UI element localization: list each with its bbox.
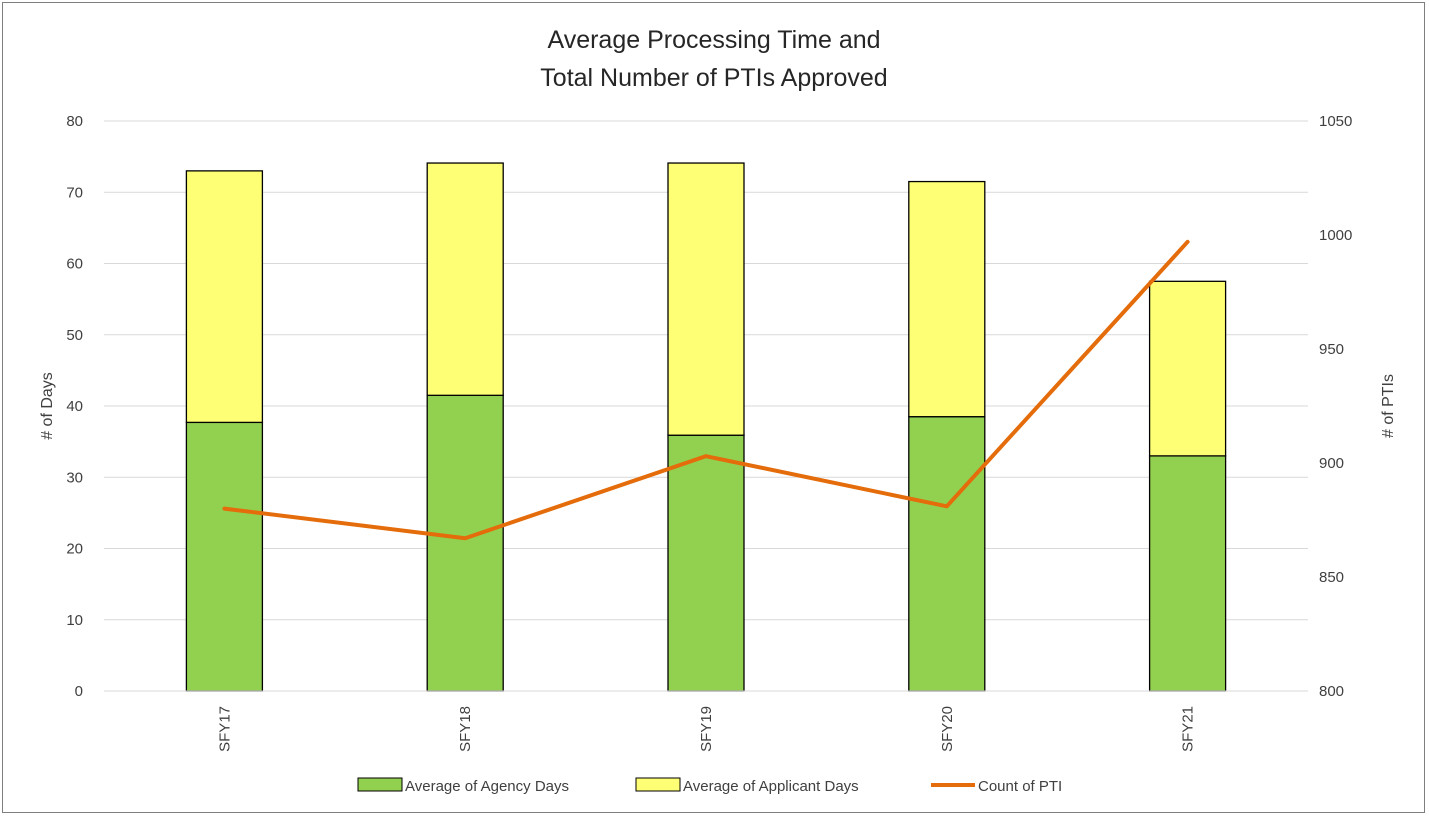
bar-applicant-days [908, 180, 986, 418]
y-tick-label: 30 [66, 469, 83, 486]
bar-agency-days [667, 434, 745, 692]
y-tick-label: 20 [66, 541, 83, 558]
y-tick-label: 40 [66, 398, 83, 415]
bar-agency-days [1148, 455, 1227, 692]
y2-tick-label: 950 [1319, 341, 1344, 358]
y-tick-label: 80 [66, 113, 83, 130]
y-axis-title: # of Days [39, 372, 56, 440]
y2-tick-label: 850 [1319, 569, 1344, 586]
y-tick-label: 10 [66, 612, 83, 629]
legend: Average of Agency Days Average of Applica… [357, 777, 1062, 795]
bars [185, 162, 1227, 692]
legend-swatch [635, 777, 681, 792]
legend-label: Average of Agency Days [405, 778, 569, 795]
x-tick-label: SFY17 [216, 706, 233, 752]
y2-tick-label: 900 [1319, 455, 1344, 472]
bar-applicant-days [426, 162, 504, 396]
y-tick-label: 60 [66, 256, 83, 273]
chart-title-line-2: Total Number of PTIs Approved [540, 64, 887, 92]
axes: 0 10 20 30 40 50 60 70 80 800 850 900 950 1000 1050 SFY… [66, 113, 1352, 752]
chart-title-line-1: Average Processing Time and [547, 26, 880, 54]
chart-title: Average Processing Time and Total Number… [540, 26, 887, 92]
legend-swatch [357, 777, 403, 792]
legend-label: Average of Applicant Days [683, 778, 859, 795]
bar-agency-days [185, 421, 264, 692]
y2-tick-label: 1000 [1319, 227, 1352, 244]
x-tick-label: SFY18 [457, 706, 474, 752]
y-tick-label: 70 [66, 184, 83, 201]
x-tick-label: SFY20 [939, 706, 956, 752]
y2-axis-title: # of PTIs [1380, 374, 1397, 438]
bar-applicant-days [667, 162, 745, 436]
legend-label: Count of PTI [978, 778, 1062, 795]
y2-tick-label: 800 [1319, 683, 1344, 700]
bar-applicant-days [185, 170, 264, 424]
pti-line [222, 239, 1190, 541]
x-tick-label: SFY19 [698, 706, 715, 752]
bar-applicant-days [1148, 280, 1227, 457]
y-tick-label: 50 [66, 327, 83, 344]
bar-agency-days [908, 416, 986, 692]
bar-agency-days [426, 394, 504, 692]
y-tick-label: 0 [75, 683, 83, 700]
x-tick-label: SFY21 [1180, 706, 1197, 752]
y2-tick-label: 1050 [1319, 113, 1352, 130]
